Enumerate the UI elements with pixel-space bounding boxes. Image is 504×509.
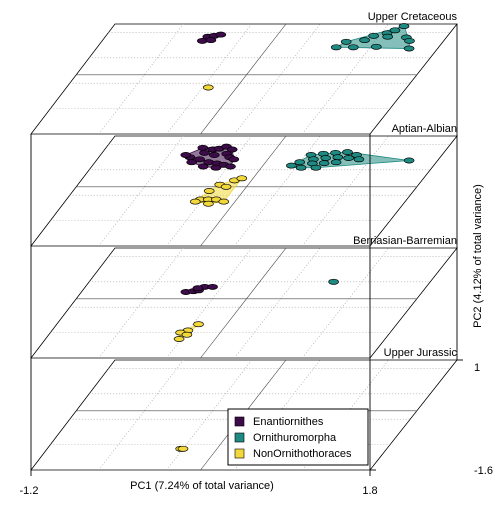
point-enantiornithes-upper-cretaceous-2: [215, 31, 227, 38]
point-nonornithothoraces-aptian-albian-9: [189, 198, 201, 205]
y-axis-label: PC2 (4.12% of total variance): [472, 184, 484, 328]
point-nonornithothoraces-aptian-albian-8: [218, 198, 230, 205]
point-ornithuromorpha-berriasian-barremian-0: [328, 278, 339, 285]
gridline-x-aptian-albian-3: [301, 135, 389, 247]
point-enantiornithes-aptian-albian-17: [197, 163, 209, 170]
point-ornithuromorpha-aptian-albian-15: [310, 164, 322, 171]
point-ornithuromorpha-upper-cretaceous-10: [370, 43, 382, 50]
point-ornithuromorpha-aptian-albian-12: [330, 159, 342, 166]
point-nonornithothoraces-berriasian-barremian-3: [181, 331, 193, 338]
gridline-x-upper-cretaceous-1: [166, 23, 253, 135]
legend-swatch-enantiornithes: [234, 416, 245, 427]
layers-group: Upper Jurassic Berriasian-Barremian Aptian…: [30, 11, 458, 471]
point-ornithuromorpha-aptian-albian-13: [286, 162, 297, 169]
point-ornithuromorpha-aptian-albian-7: [332, 154, 344, 161]
point-ornithuromorpha-upper-cretaceous-3: [368, 32, 379, 39]
point-nonornithothoraces-berriasian-barremian-0: [193, 321, 204, 328]
legend-swatch-nonornithothoraces: [234, 448, 245, 459]
gridline-x-berriasian-barremian-1: [166, 247, 253, 359]
legend-label-ornithuromorpha: Ornithuromorpha: [253, 432, 337, 444]
point-ornithuromorpha-aptian-albian-14: [295, 164, 307, 171]
layer-label-berriasian-barremian: Berriasian-Barremian: [353, 235, 457, 247]
gridline-x-berriasian-barremian-0: [98, 247, 184, 359]
point-enantiornithes-aptian-albian-11: [194, 156, 205, 163]
point-ornithuromorpha-upper-cretaceous-6: [404, 37, 415, 44]
y-tick-label-max: 1: [474, 362, 480, 374]
gridline-x-aptian-albian-0: [98, 135, 184, 247]
point-ornithuromorpha-upper-cretaceous-7: [359, 37, 370, 44]
point-nonornithothoraces-upper-jurassic-1: [177, 445, 189, 452]
gridline-x-berriasian-barremian-3: [301, 247, 389, 359]
legend-label-enantiornithes: Enantiornithes: [253, 416, 324, 428]
legend-box: [227, 408, 369, 466]
axis-line-v-berriasian-barremian: [200, 247, 287, 359]
gridline-x-aptian-albian-2: [234, 135, 321, 247]
point-nonornithothoraces-berriasian-barremian-4: [173, 336, 185, 342]
axis-line-v-upper-cretaceous: [200, 23, 287, 135]
point-ornithuromorpha-aptian-albian-11: [318, 160, 330, 167]
point-nonornithothoraces-aptian-albian-3: [220, 183, 232, 190]
point-ornithuromorpha-upper-cretaceous-9: [347, 44, 359, 51]
point-ornithuromorpha-aptian-albian-6: [320, 155, 332, 161]
gridline-x-upper-jurassic-0: [98, 359, 184, 471]
point-enantiornithes-upper-cretaceous-4: [205, 37, 217, 44]
plane-aptian-albian: [30, 135, 458, 247]
gridline-x-upper-cretaceous-3: [301, 23, 389, 135]
layer-label-upper-jurassic: Upper Jurassic: [384, 347, 458, 359]
y-tick-label-min: -1.6: [474, 465, 493, 477]
point-ornithuromorpha-upper-cretaceous-8: [330, 44, 342, 51]
gridline-x-upper-jurassic-1: [166, 359, 253, 471]
point-ornithuromorpha-aptian-albian-9: [294, 159, 306, 166]
point-ornithuromorpha-upper-cretaceous-1: [389, 27, 401, 34]
point-ornithuromorpha-upper-cretaceous-12: [340, 38, 352, 45]
point-ornithuromorpha-aptian-albian-8: [343, 155, 354, 161]
point-enantiornithes-aptian-albian-19: [180, 152, 192, 158]
point-enantiornithes-aptian-albian-0: [197, 144, 209, 151]
layer-berriasian-barremian: Berriasian-Barremian: [30, 235, 458, 359]
point-ornithuromorpha-aptian-albian-16: [353, 156, 365, 163]
point-enantiornithes-aptian-albian-18: [186, 159, 198, 166]
point-ornithuromorpha-aptian-albian-17: [403, 157, 415, 164]
point-enantiornithes-aptian-albian-15: [225, 163, 236, 170]
point-nonornithothoraces-upper-cretaceous-0: [202, 84, 214, 91]
point-nonornithothoraces-aptian-albian-1: [236, 175, 248, 182]
box-frame: [30, 24, 463, 476]
point-ornithuromorpha-upper-cretaceous-0: [398, 23, 410, 30]
x-axis-label: PC1 (7.24% of total variance): [130, 480, 274, 492]
point-enantiornithes-berriasian-barremian-1: [207, 283, 218, 290]
point-enantiornithes-aptian-albian-6: [208, 152, 220, 158]
plane-berriasian-barremian: [30, 247, 458, 359]
gridline-x-upper-cretaceous-0: [98, 23, 184, 135]
point-enantiornithes-berriasian-barremian-5: [192, 285, 204, 292]
x-tick-label-max: 1.8: [362, 485, 377, 497]
point-ornithuromorpha-upper-cretaceous-11: [403, 45, 415, 52]
point-ornithuromorpha-aptian-albian-3: [342, 149, 353, 156]
axis-line-v-aptian-albian: [200, 135, 287, 247]
layer-label-aptian-albian: Aptian-Albian: [392, 123, 457, 135]
point-enantiornithes-aptian-albian-5: [199, 149, 210, 156]
legend-swatch-ornithuromorpha: [234, 432, 245, 443]
gridline-x-berriasian-barremian-2: [234, 247, 321, 359]
point-ornithuromorpha-upper-cretaceous-4: [382, 33, 394, 40]
layer-aptian-albian: Aptian-Albian: [30, 123, 458, 247]
point-enantiornithes-aptian-albian-16: [210, 164, 222, 171]
gridline-x-upper-cretaceous-2: [234, 23, 321, 135]
point-enantiornithes-aptian-albian-4: [226, 146, 238, 153]
legend: Enantiornithes Ornithuromorpha NonOrnith…: [227, 408, 369, 466]
layer-label-upper-cretaceous: Upper Cretaceous: [368, 11, 458, 23]
layer-upper-cretaceous: Upper Cretaceous: [30, 11, 458, 135]
legend-label-nonornithothoraces: NonOrnithothoraces: [253, 448, 352, 460]
x-tick-label-min: -1.2: [20, 485, 39, 497]
point-enantiornithes-aptian-albian-9: [228, 156, 240, 163]
point-nonornithothoraces-aptian-albian-10: [203, 200, 214, 207]
point-nonornithothoraces-aptian-albian-4: [203, 188, 215, 194]
